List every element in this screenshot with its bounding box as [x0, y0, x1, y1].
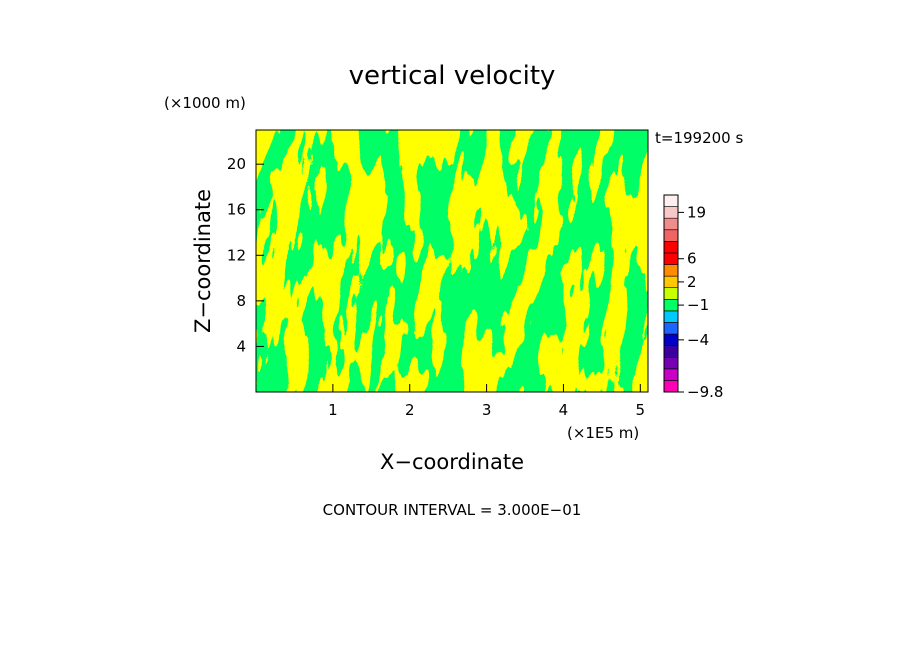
x-axis: 1 2 3 4 5 — [328, 384, 645, 419]
x-tick-label-0: 1 — [328, 401, 338, 419]
x-axis-label: X−coordinate — [380, 450, 524, 474]
colorbar-band-15 — [663, 206, 679, 219]
y-tick-label-2: 12 — [227, 246, 246, 264]
colorbar-band-9 — [663, 275, 679, 289]
colorbar-label-3: −1 — [687, 296, 709, 314]
y-axis-label: Z−coordinate — [191, 189, 215, 333]
y-tick-label-4: 20 — [227, 155, 246, 173]
colorbar-label-2: 2 — [687, 273, 697, 291]
y-tick-label-1: 8 — [236, 292, 246, 310]
colorbar-label-4: −4 — [687, 331, 709, 349]
colorbar-band-2 — [663, 356, 679, 370]
colorbar-frame — [663, 194, 679, 393]
colorbar-band-16 — [663, 194, 679, 207]
colorbar-band-3 — [663, 345, 679, 358]
colorbar-band-1 — [663, 368, 679, 381]
colorbar-band-5 — [663, 322, 679, 335]
colorbar-band-13 — [663, 229, 679, 242]
colorbar-label-1: 6 — [687, 250, 697, 268]
y-tick-label-3: 16 — [227, 201, 246, 219]
colorbar: 19 6 2 −1 −4 −9.8 — [663, 194, 723, 401]
x-unit-label: (×1E5 m) — [567, 424, 639, 442]
colorbar-band-12 — [663, 241, 679, 254]
plot-frame — [255, 129, 649, 393]
x-tick-label-1: 2 — [405, 401, 415, 419]
colorbar-label-5: −9.8 — [687, 383, 723, 401]
y-unit-label: (×1000 m) — [164, 94, 246, 112]
colorbar-band-11 — [663, 252, 679, 265]
colorbar-band-7 — [663, 298, 679, 312]
x-tick-label-4: 5 — [636, 401, 646, 419]
time-label: t=199200 s — [655, 129, 743, 147]
contour-interval-note: CONTOUR INTERVAL = 3.000E−01 — [323, 501, 582, 519]
colorbar-band-8 — [663, 287, 679, 300]
colorbar-band-4 — [663, 333, 679, 346]
velocity-field — [256, 130, 648, 392]
x-tick-label-2: 3 — [482, 401, 492, 419]
colorbar-band-14 — [663, 217, 679, 231]
colorbar-band-10 — [663, 264, 679, 277]
colorbar-band-6 — [663, 310, 679, 323]
x-tick-label-3: 4 — [559, 401, 569, 419]
y-tick-label-0: 4 — [236, 337, 246, 355]
colorbar-label-0: 19 — [687, 203, 706, 221]
y-axis: 4 8 12 16 20 — [227, 155, 264, 355]
plot-area — [256, 130, 648, 392]
chart-title: vertical velocity — [349, 61, 556, 91]
colorbar-band-0 — [663, 380, 679, 393]
